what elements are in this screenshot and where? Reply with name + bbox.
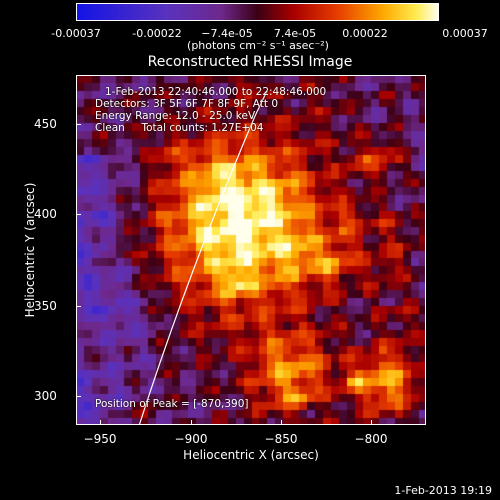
x-tick-label: −800 bbox=[354, 432, 388, 446]
image-plot: 1-Feb-2013 22:40:46.000 to 22:48:46.000 … bbox=[76, 75, 426, 425]
x-tick-label: −850 bbox=[264, 432, 298, 446]
colorbar-tick: 0.00022 bbox=[342, 27, 388, 40]
y-tick-label: 300 bbox=[34, 389, 57, 403]
peak-position: Position of Peak = [-870,390] bbox=[95, 398, 249, 410]
x-axis-label: Heliocentric X (arcsec) bbox=[183, 448, 319, 462]
info-energy-range: Energy Range: 12.0 - 25.0 keV bbox=[95, 110, 256, 122]
plot-title: Reconstructed RHESSI Image bbox=[147, 54, 353, 70]
x-tick-label: −900 bbox=[174, 432, 208, 446]
y-tick-label: 350 bbox=[34, 299, 57, 313]
rhessi-image bbox=[77, 76, 425, 424]
colorbar-tick: 0.00037 bbox=[442, 27, 488, 40]
x-tick-label: −950 bbox=[83, 432, 117, 446]
y-tick-label: 400 bbox=[34, 207, 57, 221]
solar-limb-line bbox=[139, 90, 268, 424]
colorbar-tick: -0.00037 bbox=[51, 27, 101, 40]
info-time-range: 1-Feb-2013 22:40:46.000 to 22:48:46.000 bbox=[105, 86, 327, 98]
colorbar-tick: -0.00022 bbox=[132, 27, 182, 40]
y-tick-label: 450 bbox=[34, 117, 57, 131]
colorbar-tick: 7.4e-05 bbox=[273, 27, 317, 40]
footer-timestamp: 1-Feb-2013 19:19 bbox=[394, 484, 492, 497]
y-axis-label: Heliocentric Y (arcsec) bbox=[23, 182, 37, 318]
info-detectors: Detectors: 3F 5F 6F 7F 8F 9F, Att 0 bbox=[95, 98, 279, 110]
colorbar-units: (photons cm⁻² s⁻¹ asec⁻²) bbox=[187, 39, 329, 52]
colorbar bbox=[76, 3, 439, 21]
colorbar-tick: −7.4e-05 bbox=[201, 27, 253, 40]
info-clean-counts: Clean Total counts: 1.27E+04 bbox=[95, 122, 264, 134]
